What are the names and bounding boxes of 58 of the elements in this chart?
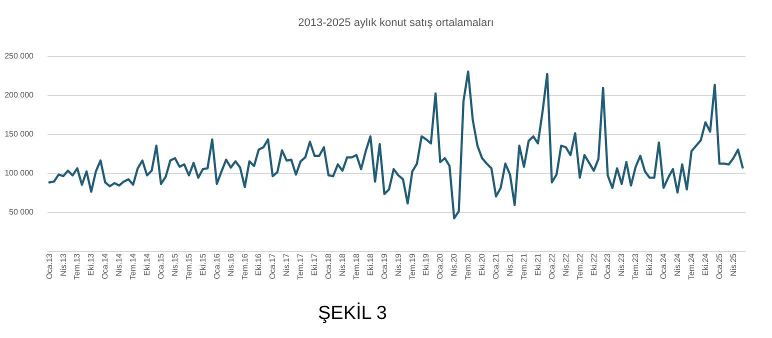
x-tick-label: Tem.24 (686, 252, 696, 280)
x-tick-label: Oca.25 (714, 252, 724, 280)
x-tick-label: Nis.20 (450, 252, 459, 276)
x-tick-label: Tem.17 (296, 252, 306, 280)
x-tick-label: Nis.15 (170, 252, 180, 276)
x-tick-label: Eki.13 (86, 252, 96, 276)
x-tick-label: Eki.18 (366, 252, 375, 276)
x-tick-label: Tem.23 (631, 252, 640, 280)
x-tick-label: Tem.22 (575, 252, 584, 280)
x-tick-label: Eki.17 (310, 252, 320, 276)
x-tick-label: Nis.18 (338, 252, 347, 276)
x-tick-label: Oca.24 (659, 252, 668, 280)
x-tick-label: Nis.25 (728, 252, 738, 276)
x-tick-label: Nis.19 (394, 252, 403, 276)
x-tick-label: Oca.16 (212, 252, 222, 280)
y-tick-label: 50 000 (9, 208, 34, 216)
x-tick-label: Eki.23 (645, 252, 654, 276)
x-tick-label: Oca.21 (492, 252, 501, 280)
x-tick-label: Nis.22 (561, 252, 570, 276)
x-tick-label: Oca.17 (268, 252, 278, 280)
x-tick-label: Eki.24 (700, 252, 710, 276)
x-tick-label: Nis.13 (58, 252, 68, 276)
x-tick-label: Tem.19 (408, 252, 417, 280)
x-tick-label: Oca.22 (547, 252, 556, 280)
x-tick-label: Eki.21 (533, 252, 542, 276)
x-tick-label: Oca.18 (324, 252, 334, 280)
chart-title: 2013-2025 aylık konut satış ortalamaları (298, 17, 494, 29)
x-tick-label: Oca.13 (44, 252, 54, 280)
x-tick-label: Nis.24 (673, 252, 682, 276)
x-tick-label: Nis.17 (282, 252, 292, 276)
x-tick-label: Oca.23 (603, 252, 612, 280)
x-tick-label: Eki.20 (478, 252, 487, 276)
line-series (48, 70, 744, 220)
x-tick-label: Nis.14 (114, 252, 124, 276)
x-tick-label: Tem.13 (72, 252, 82, 280)
y-tick-label: 200 000 (4, 90, 34, 100)
x-tick-label: Eki.16 (254, 252, 264, 276)
y-tick-label: 150 000 (4, 130, 34, 138)
x-tick-label: Oca.20 (436, 252, 445, 280)
x-tick-label: Oca.19 (380, 252, 389, 280)
x-tick-label: Eki.19 (422, 252, 431, 276)
x-tick-label: Nis.16 (226, 252, 236, 276)
x-tick-label: Oca.14 (100, 252, 110, 280)
x-tick-label: Tem.18 (352, 252, 361, 280)
x-tick-label: Eki.15 (198, 252, 208, 276)
x-tick-label: Nis.21 (506, 252, 515, 276)
x-tick-label: Tem.20 (464, 252, 473, 280)
y-tick-label: 100 000 (4, 168, 34, 178)
x-tick-label: Tem.14 (128, 252, 138, 280)
x-tick-label: Tem.16 (240, 252, 250, 280)
x-tick-label: Tem.21 (519, 252, 528, 280)
x-tick-label: Tem.15 (184, 252, 194, 280)
x-tick-label: Eki.14 (142, 252, 152, 276)
y-tick-label: 250 000 (4, 52, 34, 60)
x-tick-label: Eki.22 (589, 252, 598, 276)
text: ŞEKİL 3 (316, 303, 388, 325)
x-tick-label: Oca.15 (156, 252, 166, 280)
x-tick-label: Nis.23 (617, 252, 626, 276)
